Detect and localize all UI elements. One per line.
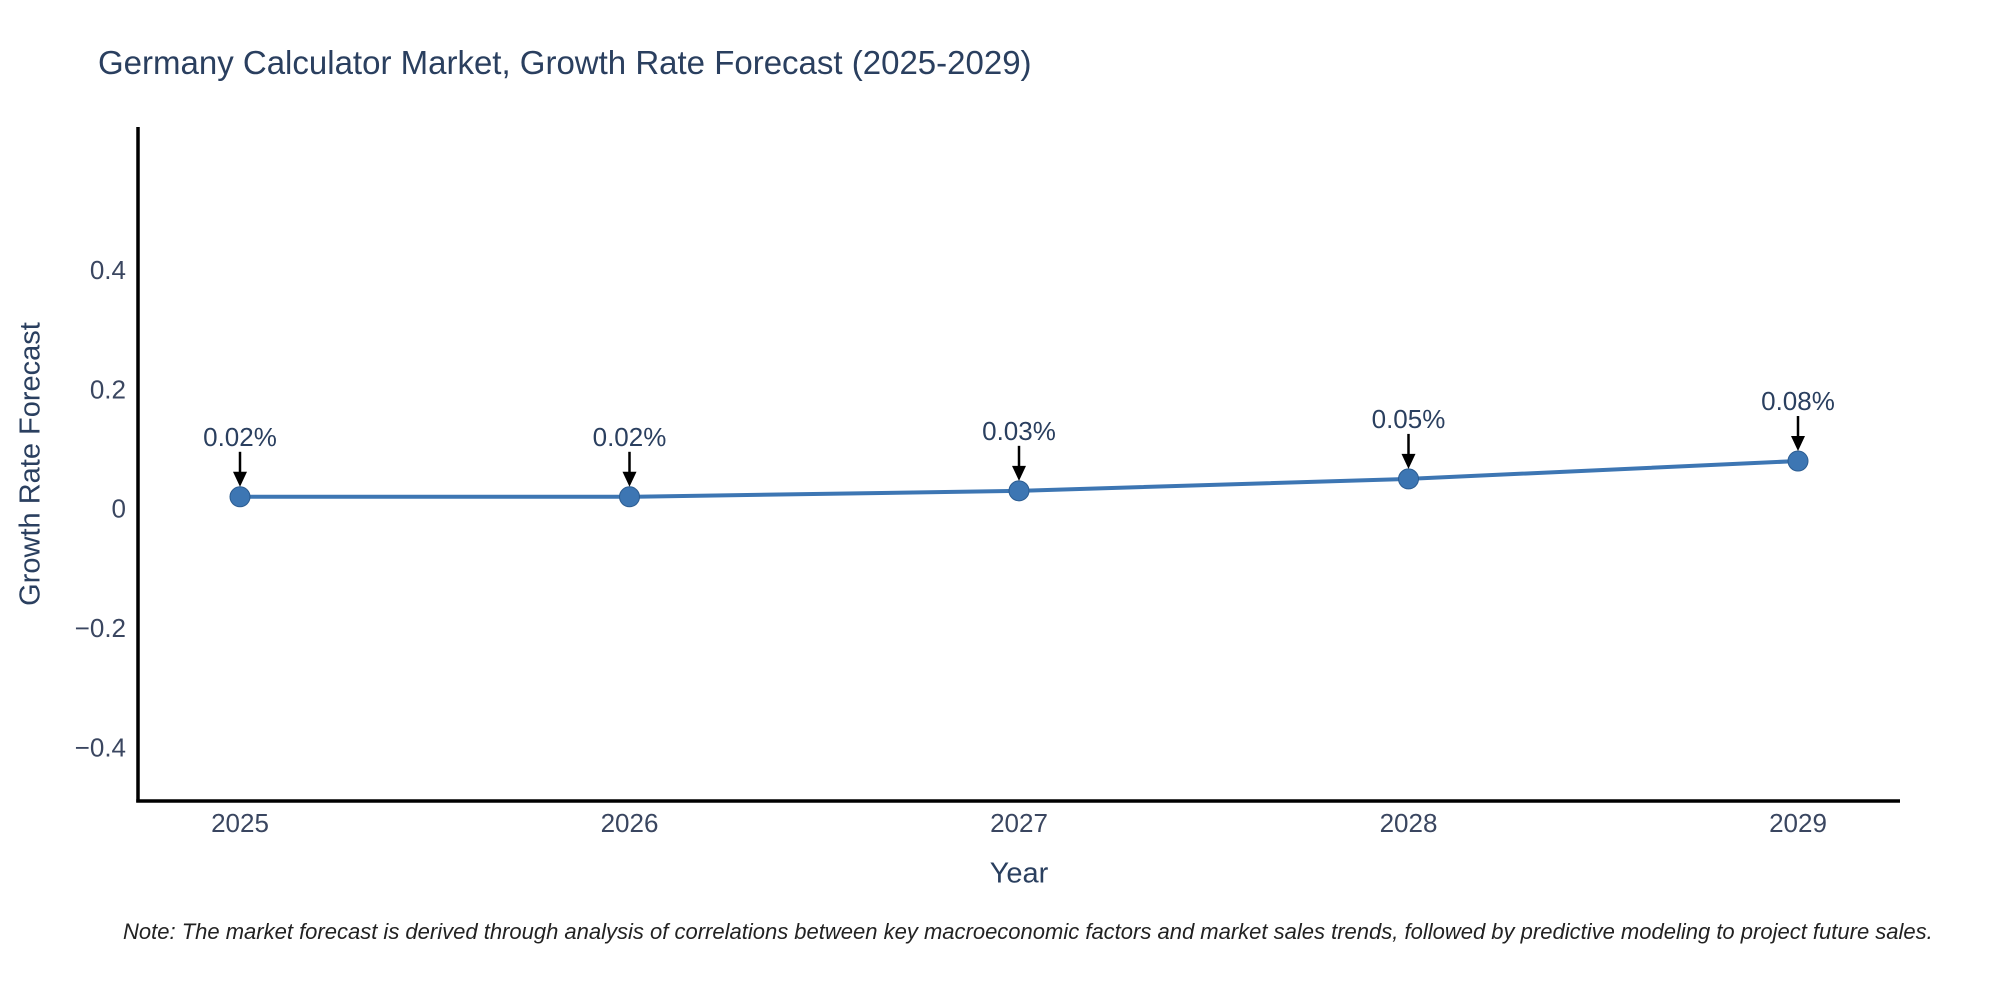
- footnote: Note: The market forecast is derived thr…: [123, 919, 1933, 944]
- chart-title: Germany Calculator Market, Growth Rate F…: [98, 44, 1032, 81]
- annotation-arrow-head: [1401, 453, 1416, 469]
- annotation-arrow-head: [622, 471, 637, 487]
- annotation-label: 0.02%: [593, 422, 667, 452]
- annotation-arrow-head: [233, 471, 247, 487]
- data-point-marker: [1398, 468, 1419, 490]
- x-tick-label: 2027: [990, 808, 1048, 838]
- x-axis-title: Year: [989, 857, 1049, 890]
- data-point-marker: [229, 486, 251, 508]
- x-tick-label: 2026: [601, 808, 659, 838]
- y-tick-label: −0.4: [75, 732, 126, 762]
- x-tick-label: 2028: [1380, 808, 1438, 838]
- data-point-marker: [619, 486, 640, 508]
- annotation-arrow-head: [1012, 465, 1026, 481]
- x-tick-label: 2029: [1769, 808, 1827, 838]
- y-tick-label: 0: [112, 494, 126, 524]
- data-point-marker: [1008, 480, 1030, 502]
- annotation-label: 0.03%: [982, 416, 1056, 446]
- y-tick-label: 0.2: [90, 374, 126, 404]
- data-point-marker: [1787, 450, 1809, 472]
- y-tick-label: −0.2: [75, 613, 126, 643]
- annotation-label: 0.08%: [1761, 386, 1835, 416]
- annotation-label: 0.02%: [203, 422, 277, 452]
- annotation-label: 0.05%: [1372, 404, 1446, 434]
- annotation-arrow-head: [1791, 436, 1805, 452]
- x-tick-label: 2025: [211, 808, 269, 838]
- y-tick-label: 0.4: [90, 255, 126, 285]
